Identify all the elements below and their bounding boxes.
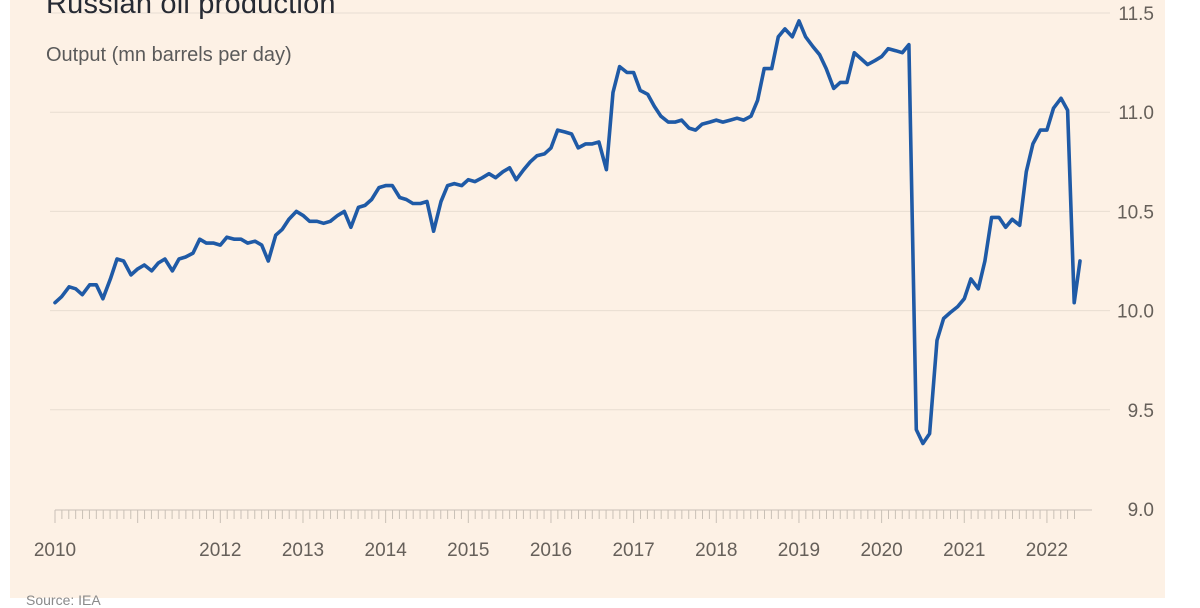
y-tick-label: 10.5 (1117, 202, 1154, 223)
y-tick-label: 11.5 (1118, 4, 1154, 25)
x-tick-label: 2018 (695, 540, 737, 561)
y-tick-label: 9.0 (1128, 500, 1154, 521)
x-tick-label: 2013 (282, 540, 324, 561)
gridlines (50, 12, 1110, 411)
series-layer (53, 19, 1082, 446)
x-tick-label: 2010 (34, 540, 76, 561)
x-tick-label: 2022 (1026, 540, 1068, 561)
chart-title: Russian oil production (46, 0, 336, 20)
chart-panel: 9.0 9.5 10.0 10.5 11.0 11.5 2010 2012 2013 2014 2… (10, 0, 1165, 608)
y-tick-label: 11.0 (1118, 103, 1154, 124)
x-tick-label: 2016 (530, 540, 572, 561)
x-tick-label: 2017 (612, 540, 654, 561)
x-tick-label: 2019 (778, 540, 820, 561)
x-tick-label: 2014 (365, 540, 408, 561)
chart-source: Source: IEA (26, 592, 101, 608)
x-tick-label: 2012 (199, 540, 241, 561)
series-line (53, 19, 1082, 446)
y-axis: 9.0 9.5 10.0 10.5 11.0 11.5 (1117, 4, 1154, 521)
y-tick-label: 9.5 (1128, 401, 1154, 422)
x-tick-label: 2021 (943, 540, 985, 561)
x-tick-label: 2020 (860, 540, 902, 561)
line-chart: 9.09.510.010.511.011.5 2010 2012 2013 2014 2… (34, 4, 1154, 561)
chart-subtitle: Output (mn barrels per day) (46, 44, 292, 66)
y-tick-label: 10.0 (1117, 302, 1154, 323)
x-axis: 2010 2012 2013 2014 2015 2016 2017 2018 2019 2020… (34, 509, 1092, 561)
x-tick-label: 2015 (447, 540, 489, 561)
